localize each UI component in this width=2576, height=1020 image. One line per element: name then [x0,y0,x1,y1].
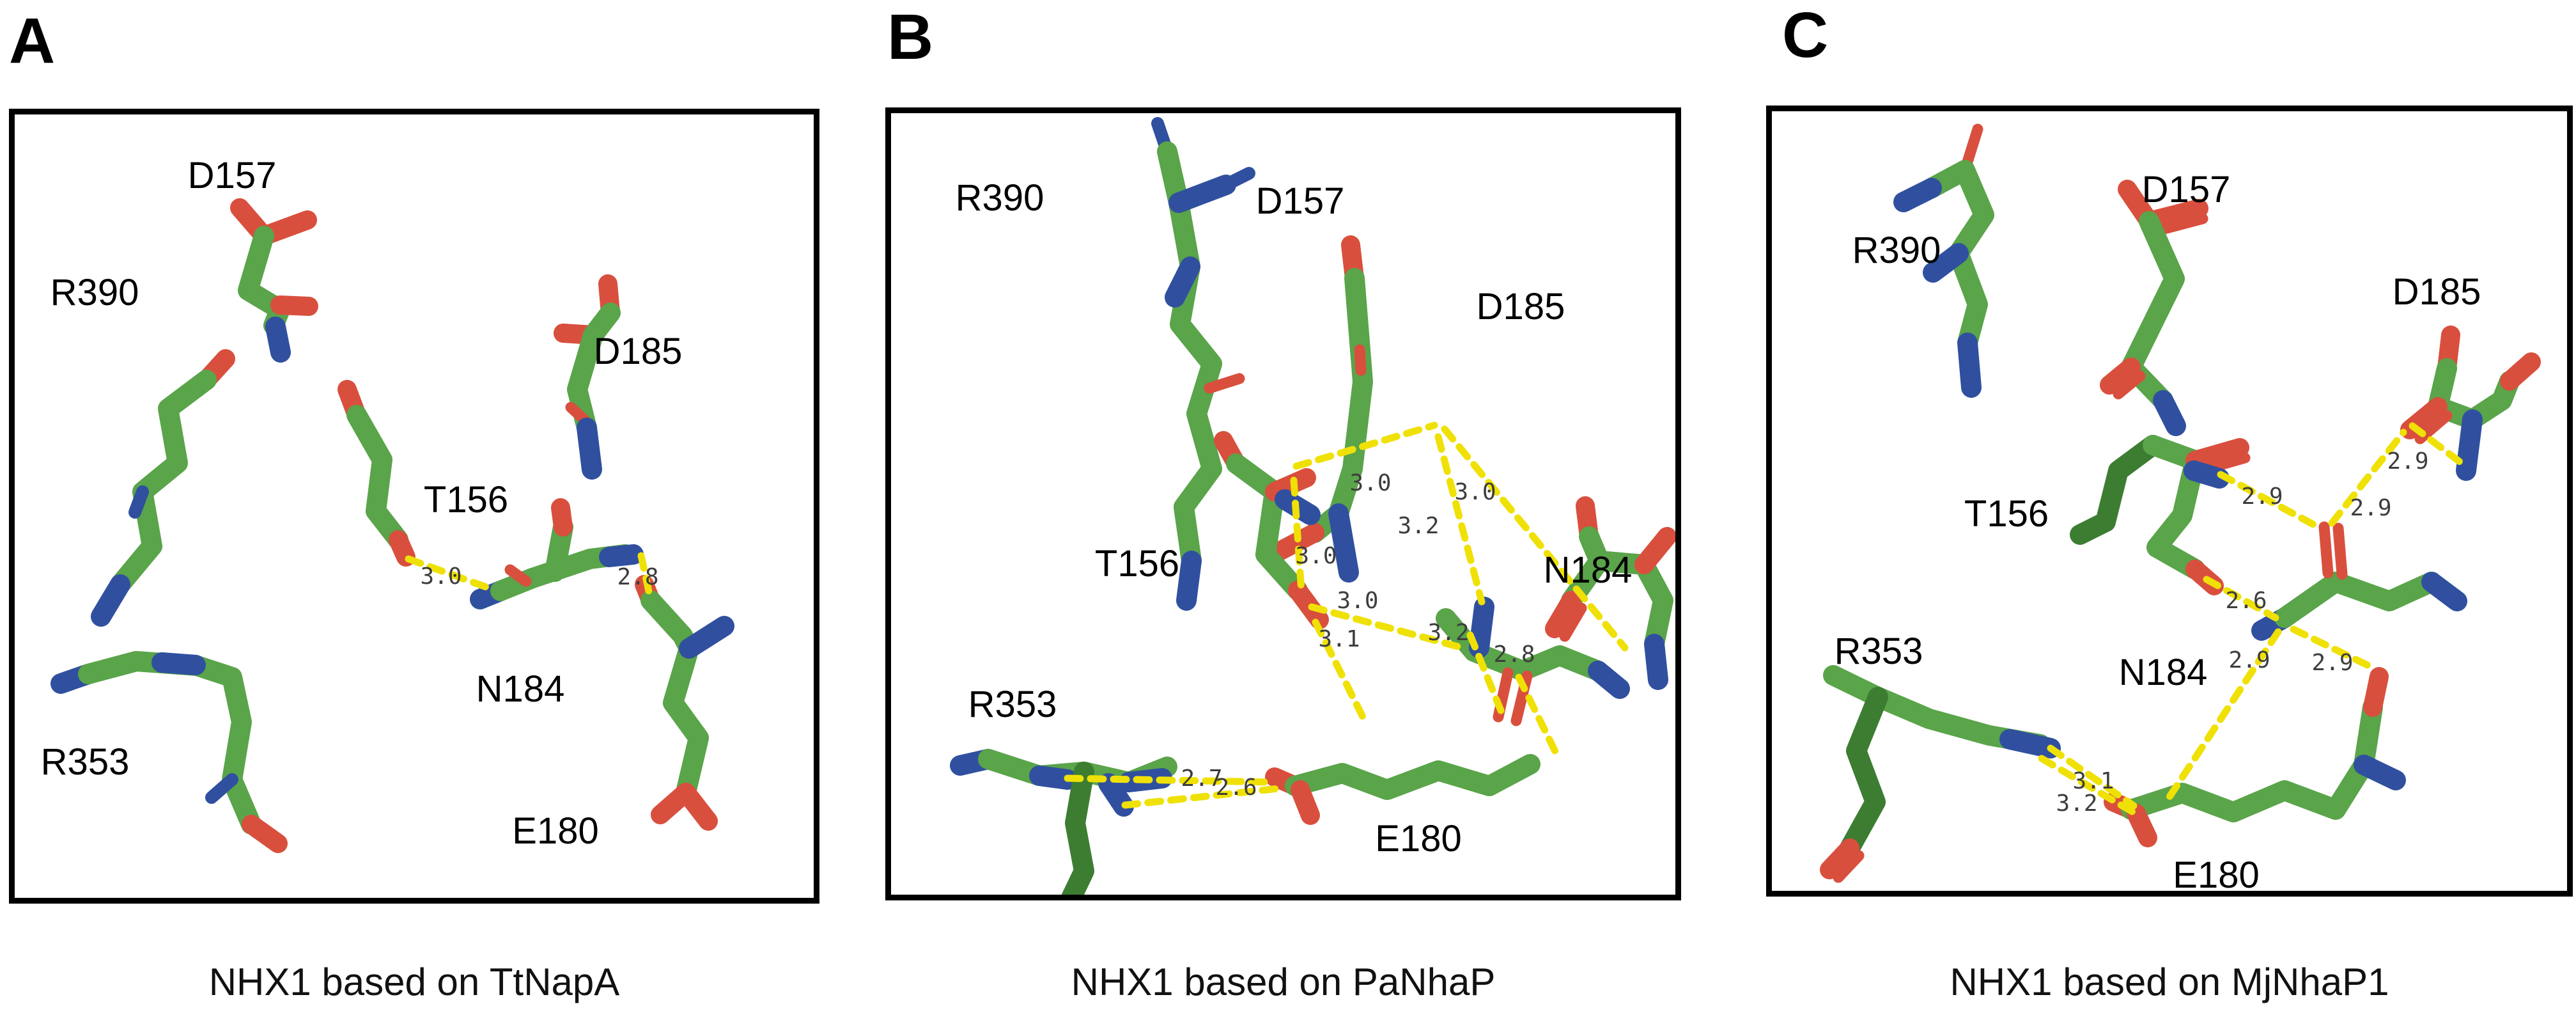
panel-letter-c: C [1782,0,1829,71]
distance-label: 3.0 [1454,479,1496,505]
residue-sticks [950,117,1675,895]
panel-caption-c: NHX1 based on MjNhaP1 [1950,961,2389,1003]
residue-label-d157: D157 [188,155,277,196]
residue-label-t156: T156 [424,479,508,521]
residue-label-d185: D185 [594,331,683,372]
hydrogen-bond-dashes [1064,421,1629,809]
distance-label: 3.0 [420,563,462,590]
residue-label-t156: T156 [1964,493,2049,535]
distance-label: 3.1 [1318,626,1360,652]
hydrogen-bond-dashes [2038,422,2463,819]
panel-box-b: R390 D157 D185 T156 N184 R353 E180 3.0 3.0 3.2 3.0… [885,107,1681,900]
distance-label: 2.9 [2241,483,2283,510]
hydrogen-bond-dashes [405,552,654,601]
distance-label: 2.8 [617,564,658,590]
residue-label-e180: E180 [512,810,598,852]
panel-caption-a: NHX1 based on TtNapA [208,961,620,1003]
residue-label-r353: R353 [968,684,1057,725]
distance-label: 2.9 [2228,647,2270,673]
distance-label: 3.2 [1427,620,1469,646]
residue-label-r390: R390 [956,177,1044,219]
distance-label: 2.9 [2387,448,2428,475]
residue-label-r353: R353 [41,741,130,783]
molecular-view-ttnapa: D157 R390 T156 D185 N184 R353 E180 3.0 2.8 [41,155,734,853]
panel-caption-b: NHX1 based on PaNhaP [1071,961,1496,1003]
distance-label: 3.0 [1349,470,1391,496]
residue-label-n184: N184 [476,668,565,710]
distance-label: 3.2 [2056,790,2097,817]
molecular-view-mjnhap1: R390 D157 D185 T156 R353 N184 E180 2.9 2.9 2.9 2.6… [1820,123,2541,891]
panel-box-c: R390 D157 D185 T156 R353 N184 E180 2.9 2.9 2.9 2.6… [1766,106,2573,897]
residue-label-d185: D185 [1477,286,1565,327]
distance-label: 3.1 [2072,768,2114,794]
distance-label: 3.2 [1397,513,1439,539]
residue-label-e180: E180 [2173,854,2259,891]
distance-label: 3.0 [1337,588,1378,614]
distance-label: 2.6 [1215,774,1257,801]
distance-label: 2.9 [2350,495,2391,521]
residue-label-n184: N184 [1544,549,1633,591]
residue-label-d185: D185 [2393,271,2481,313]
panel-letter-a: A [9,5,56,77]
distance-label: 3.0 [1295,543,1337,569]
residue-sticks [1820,123,2541,883]
residue-label-e180: E180 [1375,818,1461,859]
distance-label: 2.6 [2225,588,2267,614]
distance-label: 2.8 [1493,641,1535,668]
distance-label: 2.7 [1181,765,1222,792]
residue-label-r390: R390 [50,272,139,313]
residue-label-d157: D157 [1256,180,1345,222]
distance-label: 2.9 [2311,650,2353,676]
residue-label-n184: N184 [2119,652,2208,693]
residue-label-t156: T156 [1095,543,1179,585]
panel-letter-b: B [887,1,934,73]
residue-sticks [50,198,734,853]
panel-box-a: D157 R390 T156 D185 N184 R353 E180 3.0 2.8 [9,109,819,904]
residue-label-d157: D157 [2142,169,2231,210]
residue-label-r353: R353 [1835,631,1923,672]
residue-label-r390: R390 [1852,230,1941,271]
